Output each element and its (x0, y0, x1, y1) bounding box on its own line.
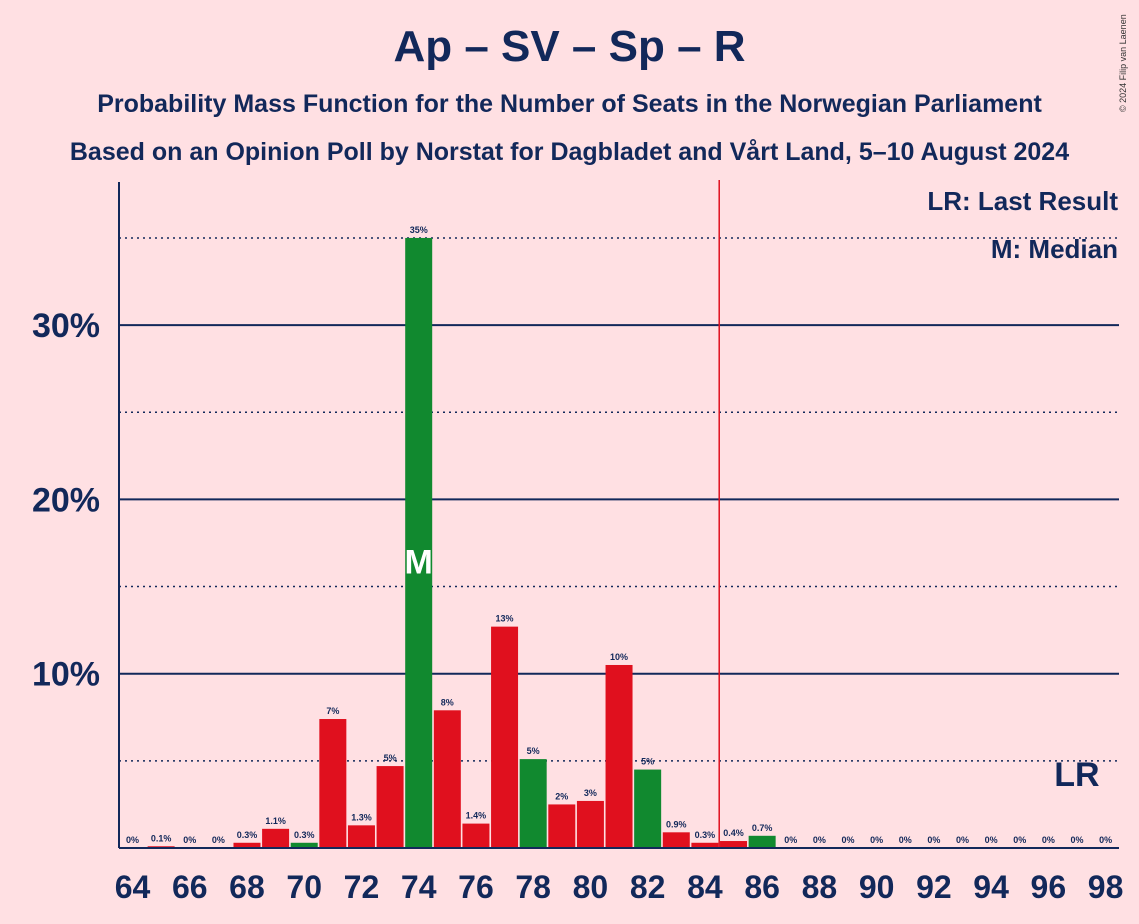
x-tick-label: 90 (859, 869, 895, 905)
bar-value-label: 0% (212, 835, 225, 845)
bar-value-label: 2% (555, 791, 568, 801)
x-tick-label: 98 (1088, 869, 1124, 905)
x-tick-label: 72 (344, 869, 380, 905)
bar-value-label: 5% (527, 746, 540, 756)
bar-seat-76 (462, 823, 490, 848)
legend-median: M: Median (990, 234, 1118, 264)
x-tick-label: 80 (573, 869, 609, 905)
bar-value-label: 0% (870, 835, 883, 845)
bar-value-label: 0% (1042, 835, 1055, 845)
bar-seat-72 (347, 825, 375, 848)
bar-seat-70 (290, 842, 318, 848)
chart-title: Ap – SV – Sp – R (393, 22, 746, 71)
bar-seat-86 (748, 835, 776, 848)
x-tick-label: 82 (630, 869, 666, 905)
bar-value-label: 5% (384, 753, 397, 763)
bar-seat-77 (491, 626, 519, 848)
bar-value-label: 0.1% (151, 833, 172, 843)
chart-subtitle-poll: Based on an Opinion Poll by Norstat for … (69, 138, 1070, 166)
bar-value-label: 0.3% (695, 830, 716, 840)
bar-value-label: 0% (1070, 835, 1083, 845)
bar-value-label: 0% (813, 835, 826, 845)
x-tick-label: 86 (744, 869, 780, 905)
y-tick-label: 10% (32, 656, 100, 694)
bar-seat-71 (319, 719, 347, 848)
bar-value-label: 0% (956, 835, 969, 845)
bar-seat-69 (262, 828, 290, 848)
bar-value-label: 1.1% (265, 816, 286, 826)
bar-seat-79 (548, 804, 576, 848)
bar-value-label: 0.4% (723, 828, 744, 838)
bar-seat-75 (433, 710, 461, 848)
bar-value-label: 0% (927, 835, 940, 845)
bar-value-label: 3% (584, 788, 597, 798)
chart-subtitle: Probability Mass Function for the Number… (97, 90, 1042, 118)
x-tick-label: 70 (286, 869, 322, 905)
x-tick-label: 78 (515, 869, 551, 905)
y-tick-label: 20% (32, 481, 100, 519)
bar-value-label: 0% (1099, 835, 1112, 845)
x-tick-label: 74 (401, 869, 437, 905)
bar-value-label: 35% (410, 225, 428, 235)
bar-value-label: 0% (1013, 835, 1026, 845)
bar-value-label: 0% (841, 835, 854, 845)
bar-value-label: 1.3% (351, 812, 372, 822)
bar-value-label: 0% (985, 835, 998, 845)
legend-last-result: LR: Last Result (927, 186, 1118, 216)
bar-seat-82 (634, 769, 662, 848)
x-tick-label: 66 (172, 869, 208, 905)
bar-seat-73 (376, 766, 404, 848)
bar-value-label: 0.7% (752, 823, 773, 833)
bar-value-label: 8% (441, 697, 454, 707)
bar-value-label: 1.4% (466, 811, 487, 821)
bar-value-label: 5% (641, 757, 654, 767)
x-tick-label: 68 (229, 869, 265, 905)
bar-seat-80 (576, 800, 604, 848)
x-tick-label: 96 (1031, 869, 1067, 905)
x-tick-label: 84 (687, 869, 723, 905)
bar-value-label: 7% (326, 706, 339, 716)
bar-value-label: 0% (899, 835, 912, 845)
bar-seat-68 (233, 842, 261, 848)
bar-seat-78 (519, 759, 547, 848)
bar-seat-85 (720, 841, 748, 848)
bar-value-label: 10% (610, 652, 628, 662)
bar-seat-83 (662, 832, 690, 848)
y-tick-label: 30% (32, 307, 100, 345)
bar-seat-74 (405, 237, 433, 848)
bar-value-label: 0% (784, 835, 797, 845)
x-tick-label: 94 (973, 869, 1009, 905)
bar-value-label: 0.3% (237, 830, 258, 840)
x-tick-label: 88 (802, 869, 838, 905)
x-tick-label: 76 (458, 869, 494, 905)
median-marker: M (405, 543, 433, 581)
bar-value-label: 13% (496, 614, 514, 624)
bar-value-label: 0% (126, 835, 139, 845)
last-result-marker: LR (1054, 756, 1099, 794)
bar-seat-81 (605, 664, 633, 848)
bar-value-label: 0% (183, 835, 196, 845)
x-tick-label: 64 (115, 869, 151, 905)
bar-value-label: 0.9% (666, 819, 687, 829)
bar-seat-84 (691, 842, 719, 848)
bar-value-label: 0.3% (294, 830, 315, 840)
x-tick-label: 92 (916, 869, 952, 905)
